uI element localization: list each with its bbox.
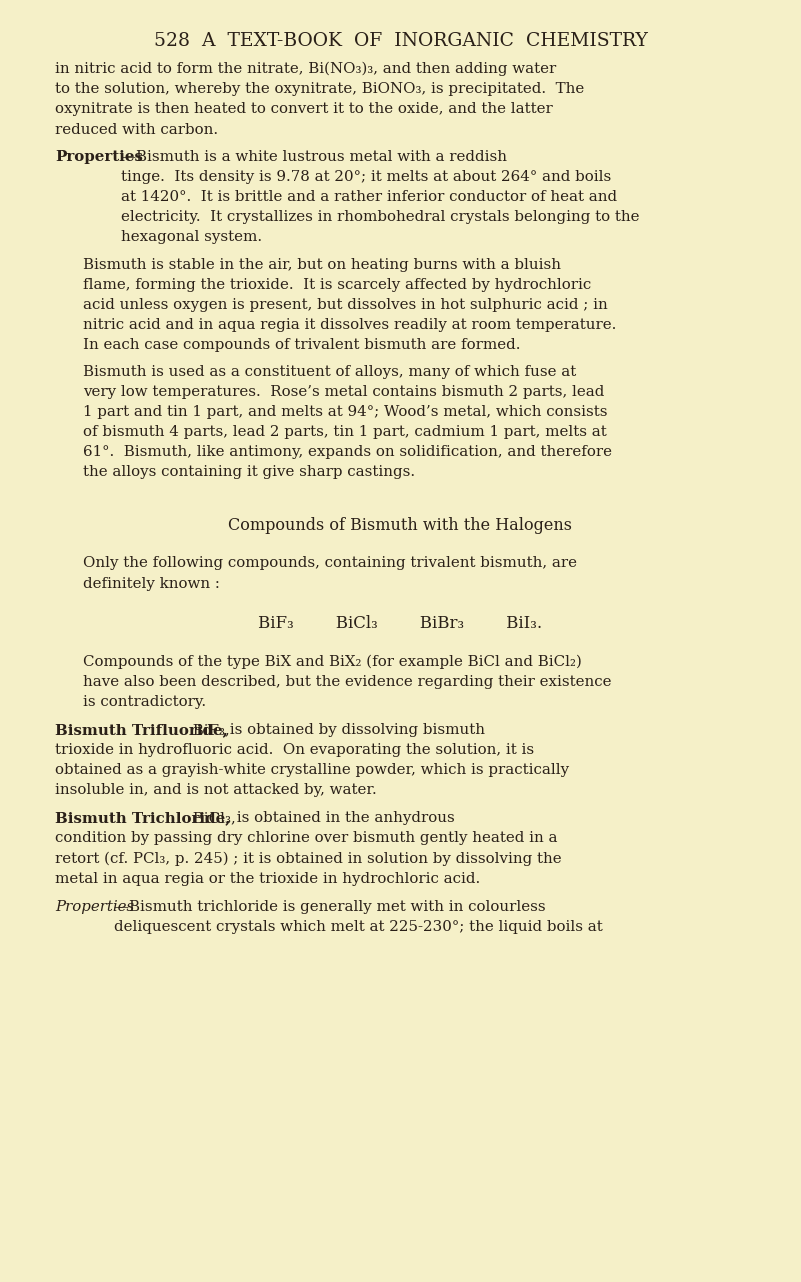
Text: Properties: Properties <box>55 900 135 914</box>
Text: Bismuth is stable in the air, but on heating burns with a bluish
flame, forming : Bismuth is stable in the air, but on hea… <box>83 258 617 351</box>
Text: BiF₃        BiCl₃        BiBr₃        BiI₃.: BiF₃ BiCl₃ BiBr₃ BiI₃. <box>259 615 542 632</box>
Text: BiF₃,: BiF₃, <box>188 723 230 737</box>
Text: Compounds of Bismuth with the Halogens: Compounds of Bismuth with the Halogens <box>228 517 573 535</box>
Text: —Bismuth is a white lustrous metal with a reddish
tinge.  Its density is 9.78 at: —Bismuth is a white lustrous metal with … <box>122 150 640 244</box>
Text: trioxide in hydrofluoric acid.  On evaporating the solution, it is
obtained as a: trioxide in hydrofluoric acid. On evapor… <box>55 744 570 797</box>
Text: in nitric acid to form the nitrate, Bi(NO₃)₃, and then adding water
to the solut: in nitric acid to form the nitrate, Bi(N… <box>55 62 584 137</box>
Text: condition by passing dry chlorine over bismuth gently heated in a
retort (cf. PC: condition by passing dry chlorine over b… <box>55 831 562 886</box>
Text: Bismuth is used as a constituent of alloys, many of which fuse at
very low tempe: Bismuth is used as a constituent of allo… <box>83 365 612 479</box>
Text: Bismuth Trifluoride,: Bismuth Trifluoride, <box>55 723 227 737</box>
Text: is obtained in the anhydrous: is obtained in the anhydrous <box>231 812 454 826</box>
Text: BiCl₃,: BiCl₃, <box>188 812 235 826</box>
Text: Bismuth Trichloride,: Bismuth Trichloride, <box>55 812 231 826</box>
Text: Compounds of the type BiX and BiX₂ (for example BiCl and BiCl₂)
have also been d: Compounds of the type BiX and BiX₂ (for … <box>83 655 611 709</box>
Text: Only the following compounds, containing trivalent bismuth, are
definitely known: Only the following compounds, containing… <box>83 556 577 591</box>
Text: 528  A  TEXT-BOOK  OF  INORGANIC  CHEMISTRY: 528 A TEXT-BOOK OF INORGANIC CHEMISTRY <box>154 32 647 50</box>
Text: Properties: Properties <box>55 150 143 164</box>
Text: is obtained by dissolving bismuth: is obtained by dissolving bismuth <box>225 723 485 737</box>
Text: —Bismuth trichloride is generally met with in colourless
deliquescent crystals w: —Bismuth trichloride is generally met wi… <box>115 900 603 933</box>
